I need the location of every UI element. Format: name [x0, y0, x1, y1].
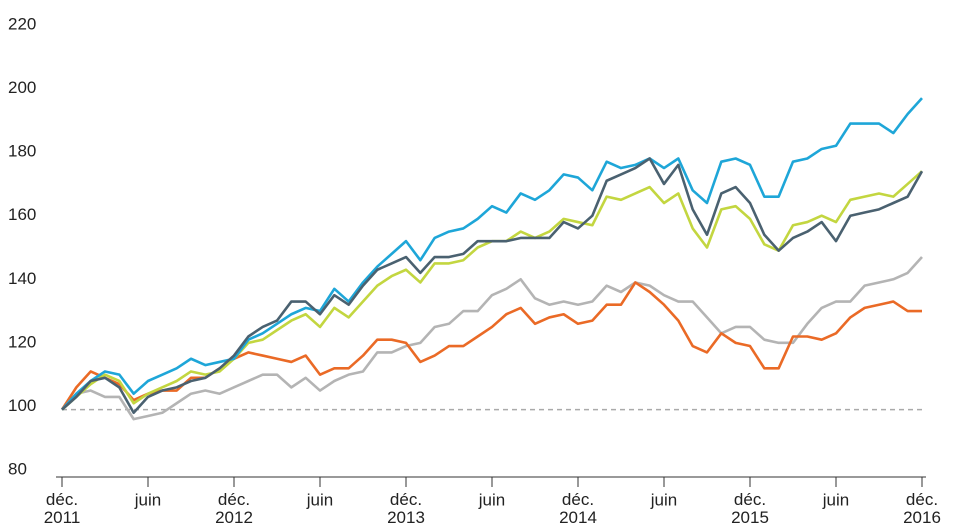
y-tick-label: 200	[8, 78, 36, 97]
x-tick-label: juin	[478, 490, 505, 509]
series-line	[61, 97, 923, 411]
y-tick-label: 100	[8, 396, 36, 415]
x-tick-label: juin	[134, 490, 161, 509]
x-tick-label: déc. 2013	[387, 490, 425, 527]
y-tick-label: 140	[8, 269, 36, 288]
series-line	[61, 256, 923, 421]
y-tick-label: 180	[8, 142, 36, 161]
y-tick-label: 80	[8, 459, 27, 478]
series-line	[61, 157, 924, 415]
x-tick-label: déc. 2015	[731, 490, 769, 527]
series-line	[60, 281, 922, 411]
y-tick-label: 160	[8, 205, 36, 224]
x-tick-label: déc. 2011	[44, 490, 81, 527]
x-tick-label: déc. 2014	[559, 490, 597, 527]
x-tick-label: juin	[306, 490, 333, 509]
y-tick-label: 220	[8, 14, 36, 33]
x-tick-label: déc. 2012	[215, 490, 253, 527]
x-tick-label: déc. 2016	[903, 490, 941, 527]
x-tick-label: juin	[822, 490, 849, 509]
x-tick-label: juin	[650, 490, 677, 509]
y-tick-label: 120	[8, 332, 36, 351]
